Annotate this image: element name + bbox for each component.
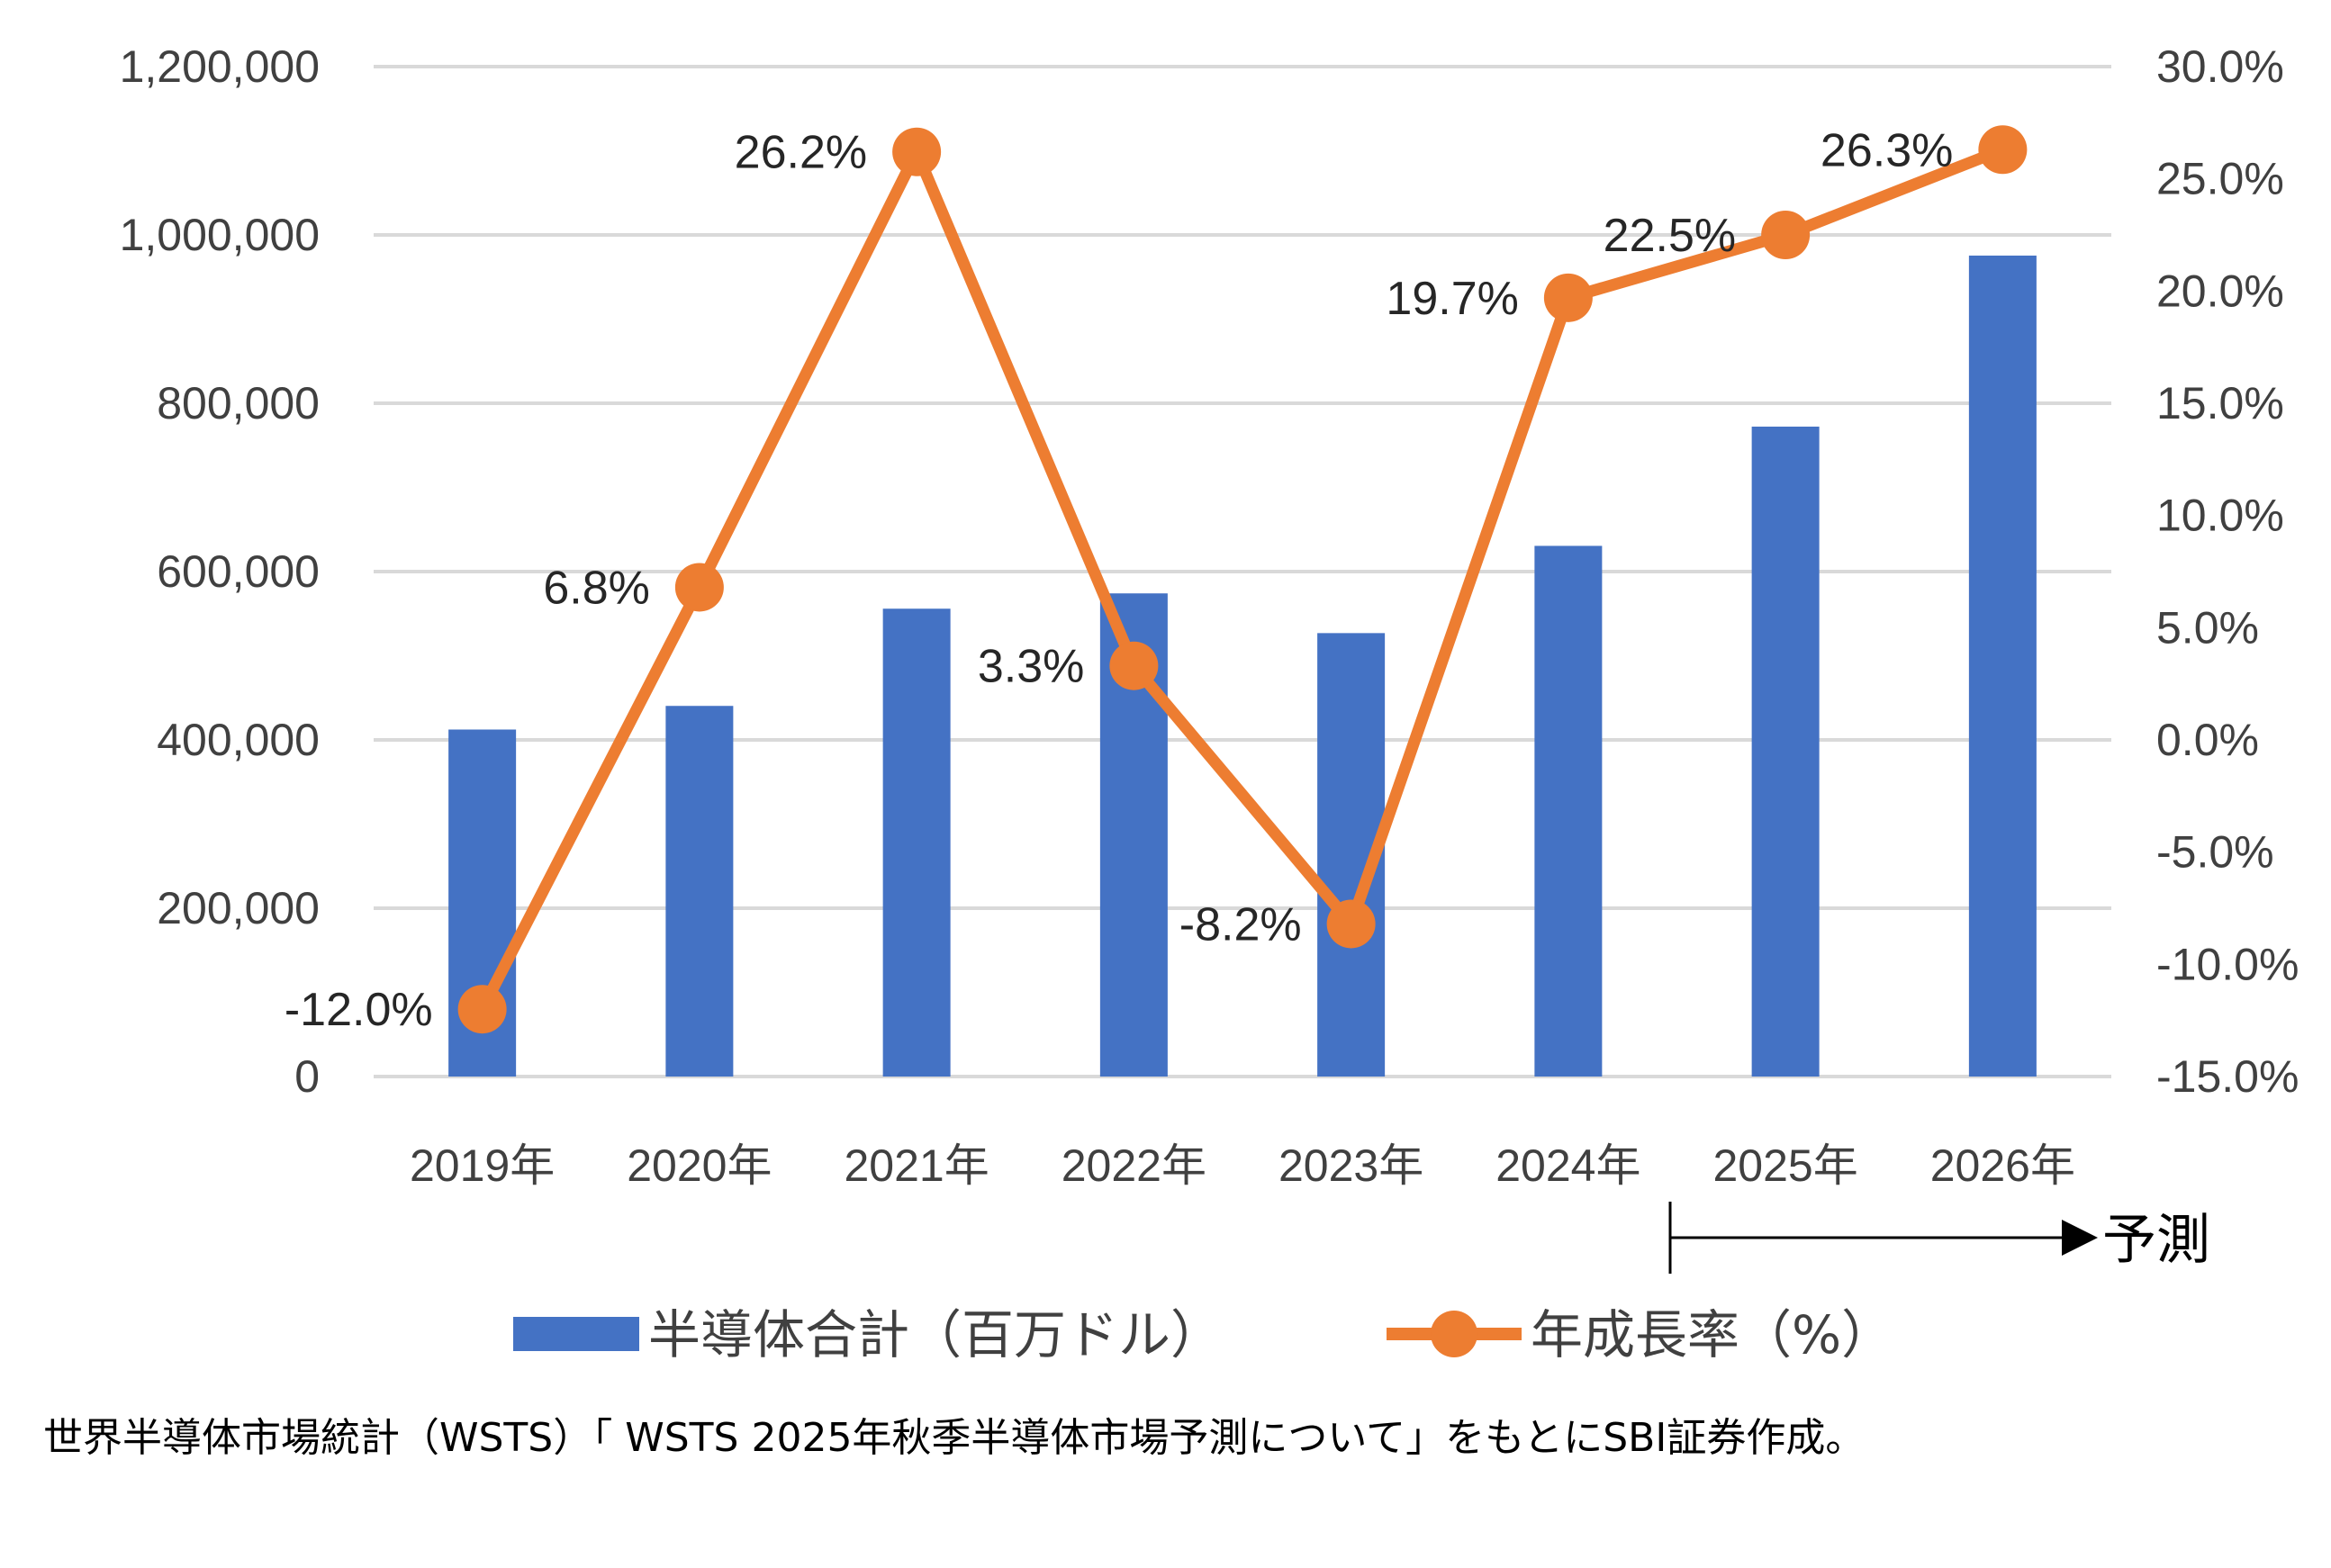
y-right-tick-label: 30.0% [2156, 41, 2284, 92]
growth-point [1326, 899, 1376, 949]
x-tick-label: 2021年 [845, 1140, 989, 1191]
growth-point [1978, 125, 2028, 175]
growth-point [674, 563, 724, 612]
legend-bar-label: 半導体合計（百万ドル） [648, 1304, 1223, 1365]
y-left-tick-label: 600,000 [157, 546, 320, 597]
bar [882, 608, 951, 1077]
growth-data-label: 19.7% [1386, 273, 1518, 325]
y-right-tick-label: -5.0% [2156, 827, 2274, 878]
legend-bar-swatch [513, 1317, 639, 1351]
growth-point [1543, 273, 1593, 322]
y-right-tick-label: 5.0% [2156, 602, 2259, 653]
growth-point [892, 127, 942, 176]
forecast-arrowhead-icon [2062, 1220, 2098, 1256]
y-right-tick-label: 0.0% [2156, 715, 2259, 765]
y-left-tick-label: 800,000 [157, 378, 320, 428]
y-left-tick-label: 1,000,000 [120, 210, 320, 260]
y-right-tick-label: 25.0% [2156, 154, 2284, 204]
growth-data-label: 26.2% [735, 127, 867, 179]
growth-point [1109, 641, 1159, 690]
y-right-tick-label: -10.0% [2156, 939, 2299, 989]
y-axis-right: -15.0% -10.0% -5.0% 0.0% 5.0% 10.0% 15.0% 20.0%… [2156, 41, 2299, 1102]
y-right-tick-label: -15.0% [2156, 1051, 2299, 1102]
y-right-tick-label: 10.0% [2156, 491, 2284, 541]
y-right-tick-label: 15.0% [2156, 378, 2284, 428]
bar [1751, 426, 1820, 1077]
y-left-tick-label: 400,000 [157, 715, 320, 765]
forecast-label: 予測 [2102, 1209, 2210, 1272]
y-left-tick-label: 1,200,000 [120, 41, 320, 92]
x-tick-label: 2020年 [627, 1140, 772, 1191]
legend-line-marker [1431, 1311, 1477, 1357]
growth-point [457, 985, 507, 1034]
x-tick-label: 2024年 [1495, 1140, 1640, 1191]
x-tick-label: 2022年 [1062, 1140, 1206, 1191]
growth-data-label: 26.3% [1821, 124, 1953, 176]
x-tick-label: 2023年 [1278, 1140, 1423, 1191]
y-left-tick-label: 200,000 [157, 883, 320, 933]
legend: 半導体合計（百万ドル） 年成長率（%） [513, 1304, 1893, 1365]
growth-data-label: 3.3% [978, 641, 1085, 693]
x-tick-label: 2019年 [410, 1140, 555, 1191]
growth-line-series: -12.0% 6.8% 26.2% 3.3% -8.2% 19.7% 22.5% 26.3% [285, 124, 2028, 1036]
y-axis-left: 0 200,000 400,000 600,000 800,000 1,000,000 1,… [120, 41, 320, 1102]
growth-line [476, 144, 2005, 1013]
x-tick-label: 2026年 [1930, 1140, 2075, 1191]
growth-data-label: 6.8% [543, 562, 650, 614]
growth-data-label: -8.2% [1179, 898, 1302, 951]
bar-series [448, 255, 2037, 1077]
gridlines [374, 65, 2111, 1078]
y-left-tick-label: 0 [294, 1051, 320, 1102]
bar [665, 706, 734, 1077]
legend-line-label: 年成長率（%） [1531, 1304, 1893, 1365]
bar [1534, 545, 1603, 1077]
y-right-tick-label: 20.0% [2156, 266, 2284, 316]
growth-data-label: 22.5% [1604, 210, 1736, 262]
growth-data-label: -12.0% [285, 984, 433, 1036]
bar [1968, 255, 2037, 1077]
forecast-marker: 予測 [1668, 1202, 2210, 1274]
x-tick-label: 2025年 [1713, 1140, 1858, 1191]
growth-point [1761, 211, 1811, 259]
source-note: 世界半導体市場統計（WSTS）「 WSTS 2025年秋季半導体市場予測について… [43, 1415, 1865, 1461]
x-axis: 2019年 2020年 2021年 2022年 2023年 2024年 2025年 2026年 [410, 1140, 2075, 1191]
